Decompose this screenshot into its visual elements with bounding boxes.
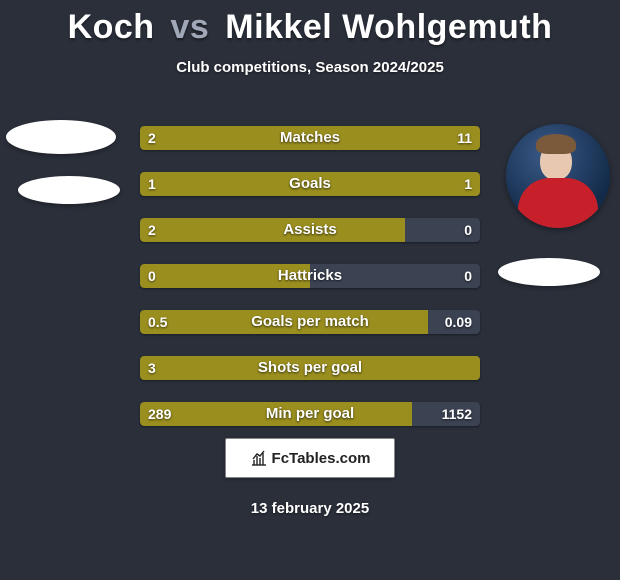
stat-row: 3Shots per goal [140,356,480,380]
stat-row: 11Goals [140,172,480,196]
stat-row: 0.50.09Goals per match [140,310,480,334]
avatar-hair [536,134,576,154]
avatar-player2 [506,124,610,228]
stat-row: 2891152Min per goal [140,402,480,426]
title-vs: vs [171,8,210,46]
title-player2: Mikkel Wohlgemuth [225,8,552,46]
stat-row: 20Assists [140,218,480,242]
stat-label: Matches [140,126,480,150]
stat-row: 211Matches [140,126,480,150]
stat-label: Goals per match [140,310,480,334]
stats-rows: 211Matches 11Goals 20Assists 00Hattricks 0.5… [140,126,480,448]
branding-box[interactable]: FcTables.com [225,438,395,478]
title-player1: Koch [68,8,155,46]
subtitle: Club competitions, Season 2024/2025 [0,59,620,76]
stat-label: Goals [140,172,480,196]
stat-label: Hattricks [140,264,480,288]
page-title: Koch vs Mikkel Wohlgemuth [0,0,620,47]
chart-icon [250,449,268,467]
side-oval-left [6,120,116,154]
stat-row: 00Hattricks [140,264,480,288]
stat-label: Min per goal [140,402,480,426]
stat-label: Assists [140,218,480,242]
side-oval-left [18,176,120,204]
stat-label: Shots per goal [140,356,480,380]
date-line: 13 february 2025 [0,500,620,517]
branding-text: FcTables.com [272,450,371,467]
side-oval-right [498,258,600,286]
